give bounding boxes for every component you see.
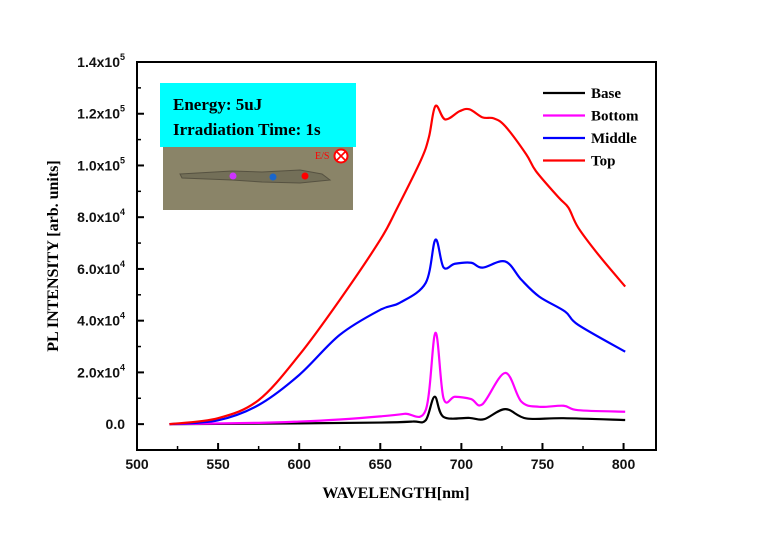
y-axis-title: PL INTENSITY [arb. units] — [45, 160, 62, 351]
y-tick-exponent: 4 — [120, 259, 125, 269]
x-tick-label: 600 — [288, 456, 312, 472]
series-line-top — [169, 104, 627, 426]
y-tick-label: 8.0x104 — [77, 207, 125, 225]
inset-sample-shape — [179, 169, 332, 184]
y-tick-label: 1.2x105 — [77, 104, 125, 122]
series-line-base — [169, 395, 626, 426]
inset-marker-middle — [269, 173, 277, 181]
legend-label: Top — [591, 154, 615, 170]
inset-irradiation-text: Irradiation Time: 1s — [173, 120, 321, 139]
x-tick-label: 500 — [125, 456, 149, 472]
legend-label: Bottom — [591, 109, 639, 125]
y-tick-label: 1.4x105 — [77, 52, 125, 70]
y-tick-mantissa: 1.4x10 — [77, 54, 120, 70]
series-line-bottom — [169, 331, 626, 426]
series-line-middle — [169, 238, 626, 426]
x-tick-label: 700 — [450, 456, 474, 472]
x-tick-label: 550 — [206, 456, 230, 472]
y-tick-exponent: 4 — [120, 311, 125, 321]
inset-marker-top — [301, 172, 309, 180]
legend-item-middle: Middle — [543, 131, 637, 147]
y-tick-mantissa: 6.0x10 — [77, 261, 120, 277]
y-tick-mantissa: 1.0x10 — [77, 157, 120, 173]
x-tick-label: 650 — [369, 456, 393, 472]
y-tick-mantissa: 1.2x10 — [77, 106, 120, 122]
legend-item-top: Top — [543, 154, 615, 170]
y-tick-mantissa: 4.0x10 — [77, 313, 120, 329]
y-tick-mantissa: 8.0x10 — [77, 209, 120, 225]
inset: Energy: 5uJ Irradiation Time: 1s E/S — [160, 83, 356, 210]
legend: Base Bottom Middle Top — [543, 86, 639, 170]
y-tick-exponent: 5 — [120, 52, 125, 62]
x-tick-label: 800 — [612, 456, 636, 472]
inset-es-label: E/S — [315, 151, 329, 162]
x-tick-label: 750 — [531, 456, 555, 472]
y-tick-mantissa: 0.0 — [106, 416, 126, 432]
y-tick-exponent: 5 — [120, 104, 125, 114]
y-tick-exponent: 4 — [120, 207, 125, 217]
plot-frame — [136, 61, 657, 451]
y-tick-exponent: 5 — [120, 155, 125, 165]
series-lines — [169, 104, 627, 426]
y-tick-label: 6.0x104 — [77, 259, 125, 277]
x-axis: 500 550 600 650 700 750 800 — [125, 443, 635, 472]
inset-energy-text: Energy: 5uJ — [173, 95, 263, 114]
legend-label: Base — [591, 86, 621, 102]
legend-item-bottom: Bottom — [543, 109, 639, 125]
x-axis-title: WAVELENGTH[nm] — [322, 485, 469, 502]
y-tick-mantissa: 2.0x10 — [77, 364, 120, 380]
y-tick-label: 4.0x104 — [77, 311, 125, 329]
inset-caption-box — [160, 83, 356, 147]
y-tick-exponent: 4 — [120, 362, 125, 372]
y-axis: 0.02.0x1044.0x1046.0x1048.0x1041.0x1051.… — [77, 52, 144, 451]
y-tick-label: 1.0x105 — [77, 155, 125, 173]
legend-item-base: Base — [543, 86, 621, 102]
circle-x-icon — [333, 148, 349, 164]
y-tick-label: 2.0x104 — [77, 362, 125, 380]
inset-marker-bottom — [229, 172, 237, 180]
y-tick-label: 0.0 — [106, 416, 126, 432]
legend-label: Middle — [591, 131, 637, 147]
